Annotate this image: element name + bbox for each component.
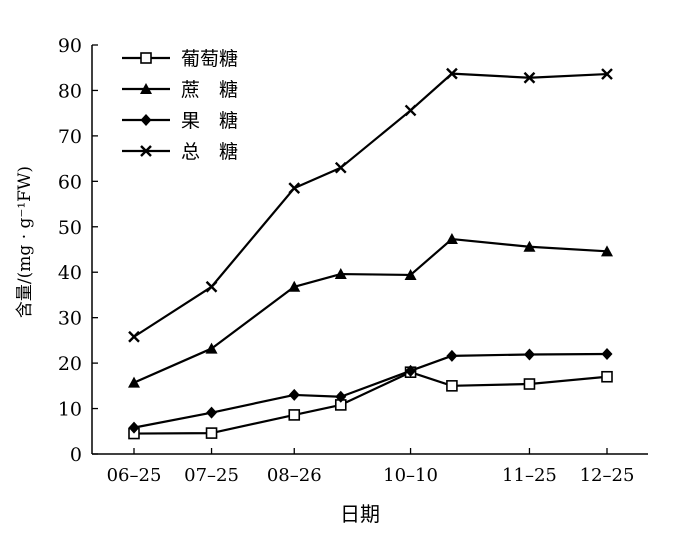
data-point-diamond bbox=[335, 390, 347, 403]
data-point-diamond bbox=[288, 388, 300, 401]
data-point-triangle bbox=[523, 240, 536, 252]
y-axis-ticks: 0 10 20 30 40 50 60 70 80 90 bbox=[58, 35, 98, 466]
data-point-diamond bbox=[128, 421, 140, 434]
data-point-x bbox=[446, 67, 458, 80]
y-tick-label: 70 bbox=[58, 126, 82, 148]
series-layer bbox=[128, 67, 613, 440]
x-mark-stroke bbox=[140, 145, 152, 157]
series-line bbox=[133, 237, 608, 384]
data-point-triangle bbox=[205, 342, 218, 354]
x-mark-stroke bbox=[334, 161, 347, 174]
data-point-triangle bbox=[288, 280, 301, 292]
data-point-triangle bbox=[601, 245, 613, 257]
y-tick-label: 20 bbox=[58, 353, 82, 375]
y-tick-label: 30 bbox=[58, 308, 82, 330]
data-point-triangle bbox=[445, 233, 458, 245]
data-point-diamond bbox=[206, 406, 218, 419]
data-point-diamond bbox=[446, 349, 458, 362]
y-tick-label: 80 bbox=[58, 80, 82, 102]
chart-axes bbox=[91, 45, 648, 455]
x-mark-stroke bbox=[404, 104, 417, 117]
y-tick-label: 10 bbox=[58, 399, 82, 421]
x-mark-stroke bbox=[446, 67, 458, 80]
data-point-square bbox=[523, 378, 536, 390]
series-3 bbox=[128, 348, 613, 434]
data-point-diamond bbox=[601, 348, 613, 361]
data-point-triangle bbox=[128, 376, 140, 388]
x-tick-label: 08–26 bbox=[267, 465, 322, 486]
x-tick-label: 12–25 bbox=[580, 465, 635, 486]
data-point-square bbox=[205, 427, 218, 439]
data-point-square bbox=[140, 52, 152, 64]
data-point-square bbox=[446, 380, 458, 392]
series-1 bbox=[128, 366, 613, 440]
x-tick-label: 10–10 bbox=[383, 465, 438, 486]
legend-label: 葡萄糖 bbox=[181, 48, 238, 70]
y-tick-label: 60 bbox=[58, 171, 82, 193]
x-axis-ticks: 06–25 07–25 08–26 10–10 11–25 12–25 bbox=[107, 448, 635, 486]
x-mark-stroke bbox=[205, 280, 218, 293]
data-point-square bbox=[601, 370, 613, 383]
data-point-x bbox=[205, 280, 218, 293]
data-point-triangle bbox=[140, 83, 152, 94]
legend-label: 总 糖 bbox=[181, 141, 238, 163]
data-point-x bbox=[288, 182, 301, 194]
x-axis-label: 日期 bbox=[340, 502, 380, 526]
legend-item: 果 糖 bbox=[122, 110, 238, 132]
series-line bbox=[133, 72, 608, 338]
x-mark-stroke bbox=[128, 330, 140, 343]
data-point-square bbox=[288, 409, 301, 421]
series-2 bbox=[128, 233, 613, 388]
legend-item: 总 糖 bbox=[122, 141, 238, 163]
y-axis-label: 含量/(mg · g⁻¹FW) bbox=[15, 166, 35, 318]
series-line bbox=[133, 371, 608, 435]
legend-label: 果 糖 bbox=[181, 110, 238, 132]
y-tick-label: 50 bbox=[58, 217, 82, 239]
legend-item: 蔗 糖 bbox=[122, 79, 238, 101]
x-tick-label: 07–25 bbox=[184, 465, 239, 486]
y-tick-label: 90 bbox=[58, 35, 82, 57]
x-tick-label: 11–25 bbox=[502, 465, 557, 486]
data-point-x bbox=[523, 71, 536, 84]
y-tick-label: 0 bbox=[70, 444, 82, 466]
data-point-x bbox=[128, 330, 140, 343]
legend-label: 蔗 糖 bbox=[181, 79, 238, 101]
legend-item: 葡萄糖 bbox=[122, 48, 238, 70]
data-point-diamond bbox=[140, 114, 152, 126]
x-tick-label: 06–25 bbox=[107, 465, 162, 486]
data-point-diamond bbox=[405, 364, 417, 377]
x-mark-stroke bbox=[288, 182, 301, 194]
data-point-x bbox=[404, 104, 417, 117]
series-line bbox=[133, 352, 608, 429]
data-point-x bbox=[601, 68, 613, 80]
data-point-x bbox=[334, 161, 347, 174]
data-point-triangle bbox=[334, 268, 347, 280]
x-mark-stroke bbox=[523, 71, 536, 84]
series-4 bbox=[128, 67, 613, 343]
y-tick-label: 40 bbox=[58, 262, 82, 284]
data-point-diamond bbox=[523, 348, 535, 361]
data-point-x bbox=[140, 145, 152, 157]
x-mark-stroke bbox=[601, 68, 613, 80]
data-point-triangle bbox=[404, 268, 417, 280]
